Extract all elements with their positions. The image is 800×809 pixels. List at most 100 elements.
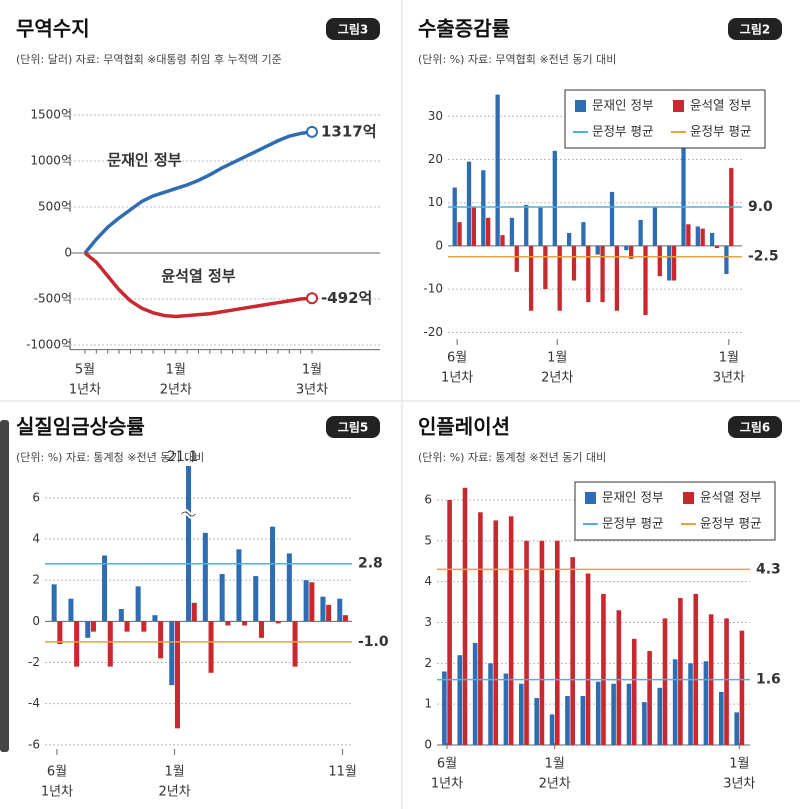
bar bbox=[638, 219, 643, 246]
bar bbox=[85, 621, 91, 638]
bar bbox=[524, 204, 529, 246]
bar bbox=[549, 714, 555, 745]
bar bbox=[57, 621, 63, 644]
bar bbox=[509, 217, 515, 246]
x-tick-label: 11월 bbox=[328, 765, 357, 780]
badge: 그림6 bbox=[740, 421, 770, 435]
x-tick-sublabel: 1년차 bbox=[69, 383, 101, 398]
x-tick-sublabel: 3년차 bbox=[296, 383, 328, 398]
x-tick-sublabel: 1년차 bbox=[431, 777, 463, 792]
legend-label: 윤정부 평균 bbox=[700, 516, 761, 531]
x-tick-label: 1월 bbox=[545, 757, 565, 772]
average-label: -1.0 bbox=[358, 634, 389, 650]
y-tick-label: 10 bbox=[428, 195, 443, 209]
y-tick-label: 30 bbox=[428, 109, 443, 123]
bar bbox=[51, 584, 57, 622]
bar bbox=[275, 621, 281, 624]
bar bbox=[688, 663, 693, 745]
bar bbox=[135, 586, 141, 622]
legend-box bbox=[574, 481, 776, 541]
bar bbox=[629, 245, 634, 259]
bar bbox=[219, 574, 225, 622]
bar bbox=[452, 187, 457, 246]
chart-title: 실질임금상승률 bbox=[16, 415, 145, 439]
bar bbox=[631, 638, 637, 745]
bar bbox=[208, 621, 214, 673]
value-label: 1317억 bbox=[321, 122, 377, 140]
y-tick-label: -20 bbox=[423, 325, 443, 339]
y-tick-label: 4 bbox=[424, 574, 432, 588]
bar bbox=[739, 630, 745, 745]
y-tick-label: 0 bbox=[32, 614, 40, 628]
end-marker bbox=[306, 125, 318, 138]
bar bbox=[286, 553, 292, 622]
bar bbox=[457, 655, 463, 745]
bar bbox=[514, 245, 519, 272]
bar bbox=[672, 659, 678, 745]
legend-label: 문재인 정부 bbox=[592, 98, 653, 113]
bar bbox=[102, 555, 108, 622]
x-tick-label: 5월 bbox=[75, 363, 95, 378]
bar bbox=[472, 642, 478, 745]
screen-edge bbox=[0, 420, 9, 752]
x-tick-sublabel: 2년차 bbox=[541, 371, 573, 386]
bar bbox=[462, 487, 468, 745]
bar bbox=[158, 621, 164, 659]
bar bbox=[554, 540, 560, 745]
x-tick-label: 1월 bbox=[547, 351, 567, 366]
bar bbox=[534, 698, 539, 745]
bar bbox=[481, 170, 486, 246]
x-tick-sublabel: 2년차 bbox=[160, 383, 192, 398]
value-label: 21.1 bbox=[167, 449, 198, 465]
bar bbox=[570, 557, 575, 745]
bar bbox=[486, 217, 491, 246]
y-tick-label: 3 bbox=[424, 615, 432, 629]
average-label: -2.5 bbox=[748, 249, 779, 265]
legend-swatch bbox=[585, 492, 596, 504]
bar bbox=[303, 580, 309, 622]
bar bbox=[471, 207, 477, 246]
bar bbox=[236, 549, 242, 622]
bar bbox=[90, 621, 96, 632]
y-tick-label: 2 bbox=[32, 573, 40, 587]
badge-bg bbox=[728, 416, 782, 438]
bar bbox=[543, 245, 548, 290]
value-label: -492억 bbox=[321, 289, 372, 307]
bar bbox=[595, 245, 600, 255]
bar bbox=[518, 683, 524, 745]
bar bbox=[724, 618, 729, 745]
legend-swatch bbox=[575, 100, 586, 112]
bar bbox=[225, 621, 231, 626]
x-tick-sublabel: 2년차 bbox=[539, 777, 571, 792]
y-tick-label: 1500억 bbox=[30, 108, 72, 122]
chart-title: 무역수지 bbox=[16, 17, 90, 41]
bar bbox=[601, 593, 606, 745]
legend-label: 윤석열 정부 bbox=[690, 98, 751, 113]
bar bbox=[118, 609, 124, 622]
legend-box bbox=[564, 89, 766, 149]
x-tick-label: 6월 bbox=[447, 351, 467, 366]
x-tick-label: 1월 bbox=[302, 363, 322, 378]
bar bbox=[700, 228, 705, 246]
bar bbox=[662, 618, 668, 745]
badge: 그림3 bbox=[338, 23, 368, 37]
badge: 그림5 bbox=[338, 421, 368, 435]
bar bbox=[580, 696, 586, 745]
bar bbox=[337, 598, 343, 622]
y-tick-label: -10 bbox=[423, 282, 443, 296]
bar bbox=[539, 540, 545, 745]
bar bbox=[152, 615, 158, 622]
bar bbox=[478, 512, 483, 745]
badge-bg bbox=[326, 416, 380, 438]
bar bbox=[681, 146, 686, 246]
y-tick-label: 1000억 bbox=[30, 154, 72, 168]
legend-label: 윤석열 정부 bbox=[700, 490, 761, 505]
bar bbox=[292, 621, 298, 667]
bar bbox=[186, 466, 192, 622]
bar bbox=[647, 651, 652, 745]
bar bbox=[107, 621, 113, 667]
bar bbox=[174, 621, 180, 729]
bar bbox=[508, 516, 514, 745]
bar bbox=[270, 526, 276, 622]
